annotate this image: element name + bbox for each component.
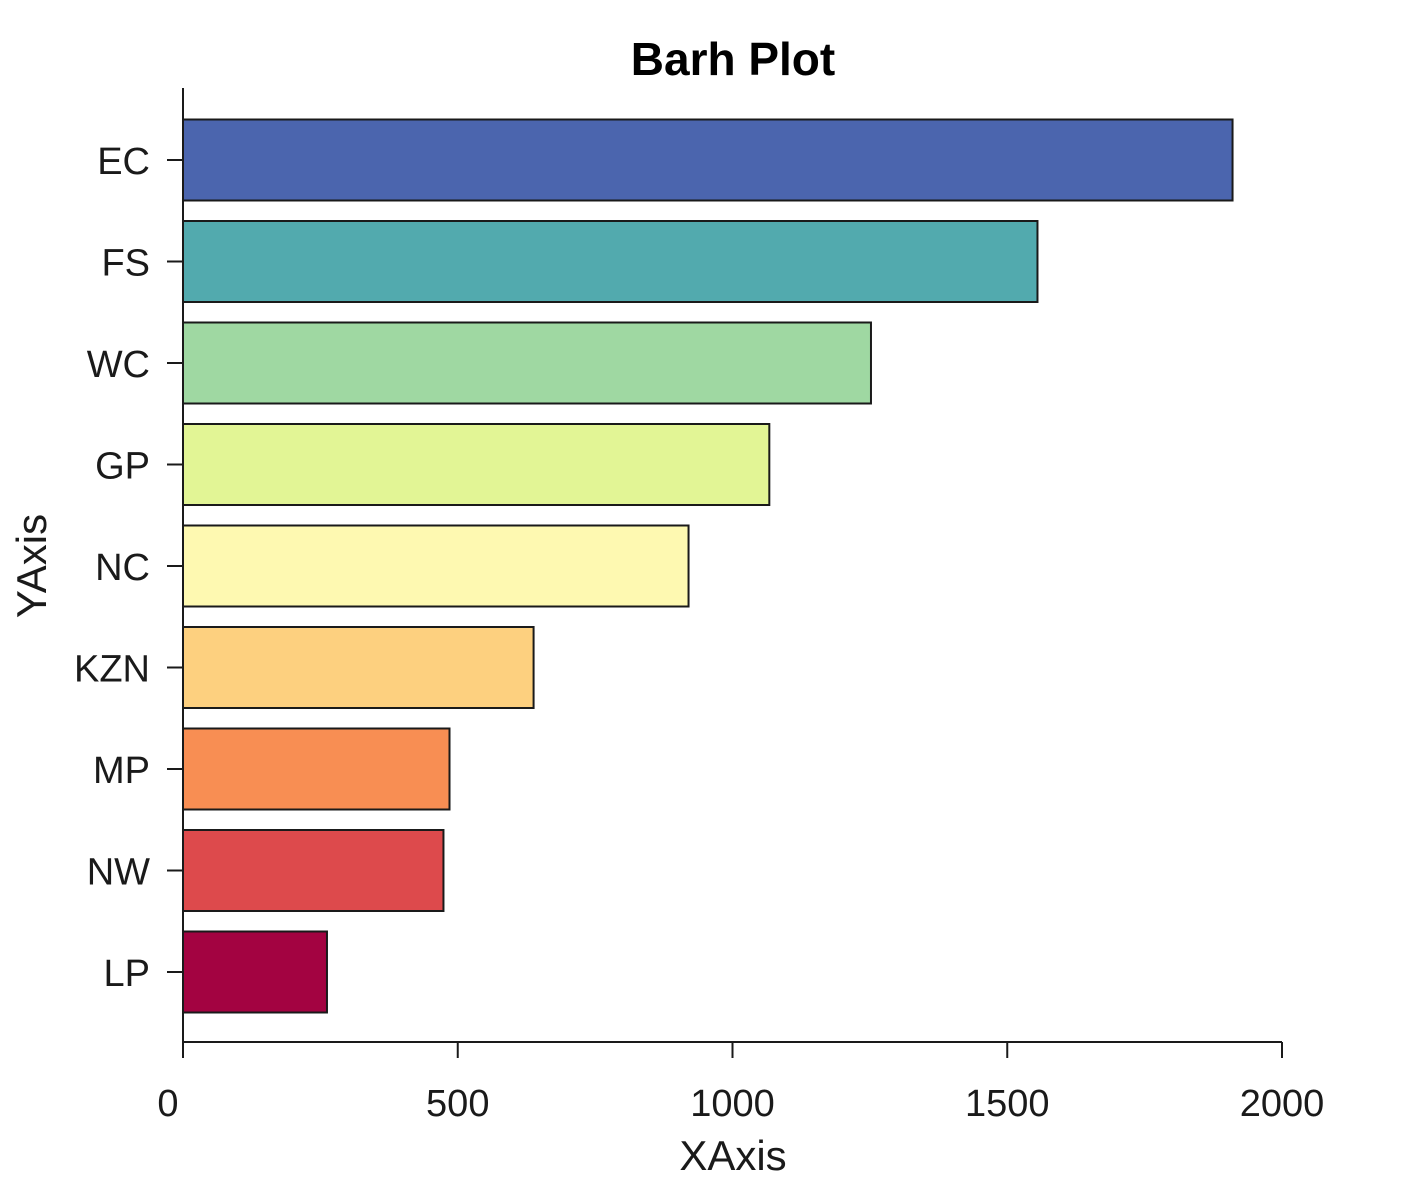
y-tick-label: EC [97, 141, 150, 183]
bar-lp [182, 930, 328, 1014]
y-tick-label: FS [101, 243, 150, 285]
x-tick-label: 500 [426, 1083, 489, 1125]
y-tick-label: MP [93, 750, 150, 792]
bars-group [182, 118, 1234, 1014]
y-tick-label: NW [87, 852, 150, 894]
bar-ec [182, 118, 1234, 202]
y-ticks-group: EC FS WC GP NC KZN MP NW LP [74, 141, 183, 995]
x-ticks-group: 0 500 1000 1500 2000 [157, 1042, 1324, 1125]
y-tick-label: NC [95, 547, 150, 589]
bar-fs [182, 220, 1039, 303]
bar-nw [182, 829, 445, 912]
chart-title: Barh Plot [631, 33, 835, 85]
x-axis-label: XAxis [679, 1132, 786, 1179]
y-axis-label: YAxis [8, 514, 55, 618]
y-tick-label: WC [87, 344, 150, 386]
x-tick-label: 1000 [690, 1083, 775, 1125]
x-tick-label: 2000 [1240, 1083, 1325, 1125]
x-tick-label: 0 [157, 1083, 178, 1125]
y-tick-label: KZN [74, 649, 150, 691]
x-tick-label: 1500 [965, 1083, 1050, 1125]
bar-kzn [182, 626, 535, 709]
y-tick-label: LP [104, 953, 150, 995]
bar-wc [182, 321, 872, 405]
y-tick-label: GP [95, 446, 150, 488]
bar-mp [182, 727, 451, 811]
bar-nc [182, 524, 690, 608]
bar-gp [182, 423, 771, 506]
